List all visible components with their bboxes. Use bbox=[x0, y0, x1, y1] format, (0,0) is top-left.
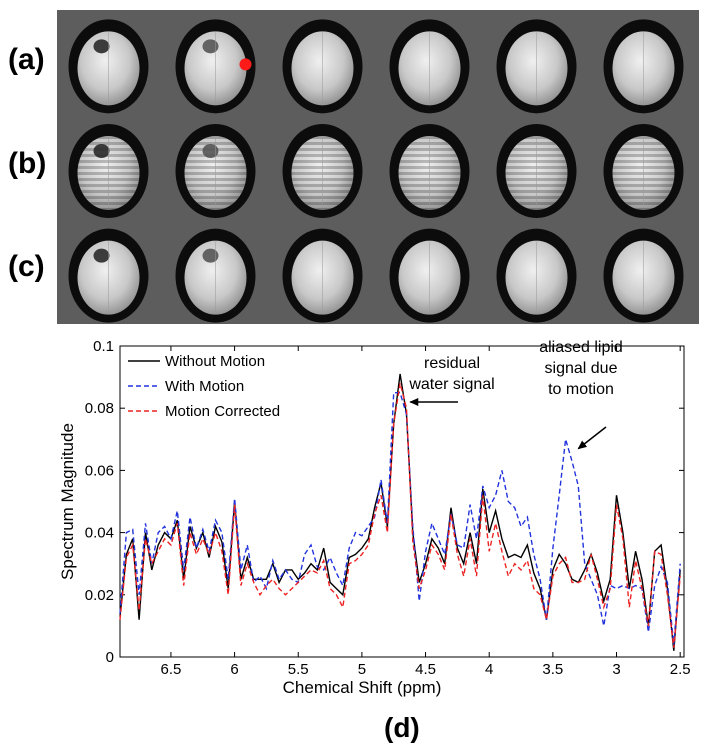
mri-slice-r1-c5 bbox=[496, 19, 577, 114]
x-tick-label: 2.5 bbox=[670, 661, 691, 678]
y-tick-label: 0.02 bbox=[85, 587, 114, 604]
x-tick-label: 5 bbox=[358, 661, 366, 678]
x-tick-label: 4.5 bbox=[415, 661, 436, 678]
y-tick-label: 0.1 bbox=[93, 338, 114, 355]
mri-slice-r2-c3 bbox=[282, 124, 363, 218]
x-tick-label: 3 bbox=[612, 661, 620, 678]
y-tick-label: 0 bbox=[106, 649, 114, 666]
row-label-b: (b) bbox=[8, 147, 47, 180]
plot-frame bbox=[119, 345, 685, 658]
mri-slice-r2-c1 bbox=[68, 124, 149, 218]
mri-image-grid-svg bbox=[68, 19, 684, 323]
mri-slice-r1-c1 bbox=[68, 19, 149, 114]
mri-slice-r1-c4 bbox=[389, 19, 470, 114]
x-axis-label: Chemical Shift (ppm) bbox=[283, 678, 442, 697]
legend-label: Without Motion bbox=[165, 353, 265, 370]
voxel-marker bbox=[239, 58, 252, 71]
spectrum-chart: 0 0.02 0.04 0.06 0.08 0.1 6.5 6 5.5 5 4.5 4 3.5 3 2.5 C… bbox=[58, 338, 691, 697]
series-line-motion-corrected bbox=[119, 383, 681, 648]
legend-label: Motion Corrected bbox=[165, 403, 280, 420]
y-axis-label: Spectrum Magnitude bbox=[58, 423, 77, 580]
mri-slice-r2-c4 bbox=[389, 124, 470, 218]
x-tick-label: 4 bbox=[485, 661, 493, 678]
mri-slice-r1-c3 bbox=[282, 19, 363, 114]
mri-slice-r3-c5 bbox=[496, 228, 577, 323]
mri-slice-r1-c2 bbox=[175, 19, 256, 114]
mri-slice-r3-c4 bbox=[389, 228, 470, 323]
x-tick-label: 5.5 bbox=[288, 661, 309, 678]
y-tick-label: 0.06 bbox=[85, 462, 114, 479]
y-tick-label: 0.08 bbox=[85, 400, 114, 417]
mri-image-grid bbox=[57, 10, 699, 324]
legend: Without Motion With Motion Motion Correcte… bbox=[128, 353, 280, 420]
series-line-without-motion bbox=[119, 373, 681, 651]
mri-slice-r3-c2 bbox=[175, 228, 256, 323]
panel-d-label: (d) bbox=[384, 712, 420, 743]
y-tick-label: 0.04 bbox=[85, 525, 114, 542]
x-tick-label: 6.5 bbox=[160, 661, 181, 678]
legend-label: With Motion bbox=[165, 378, 244, 395]
annotation-arrow bbox=[577, 426, 607, 450]
x-tick-label: 6 bbox=[230, 661, 238, 678]
mri-slice-r3-c1 bbox=[68, 228, 149, 323]
annotation-label: aliased lipid signal due to motion bbox=[539, 339, 623, 398]
mri-slice-r3-c6 bbox=[603, 228, 684, 323]
annotation-label: residual water signal bbox=[408, 355, 494, 393]
x-tick-label: 3.5 bbox=[542, 661, 563, 678]
row-label-a: (a) bbox=[8, 43, 45, 76]
mri-slice-r2-c6 bbox=[603, 124, 684, 218]
mri-slice-r1-c6 bbox=[603, 19, 684, 114]
series-line-with-motion bbox=[119, 392, 681, 645]
mri-slice-r2-c5 bbox=[496, 124, 577, 218]
row-label-c: (c) bbox=[8, 250, 45, 283]
mri-slice-r3-c3 bbox=[282, 228, 363, 323]
mri-slice-r2-c2 bbox=[175, 124, 256, 218]
